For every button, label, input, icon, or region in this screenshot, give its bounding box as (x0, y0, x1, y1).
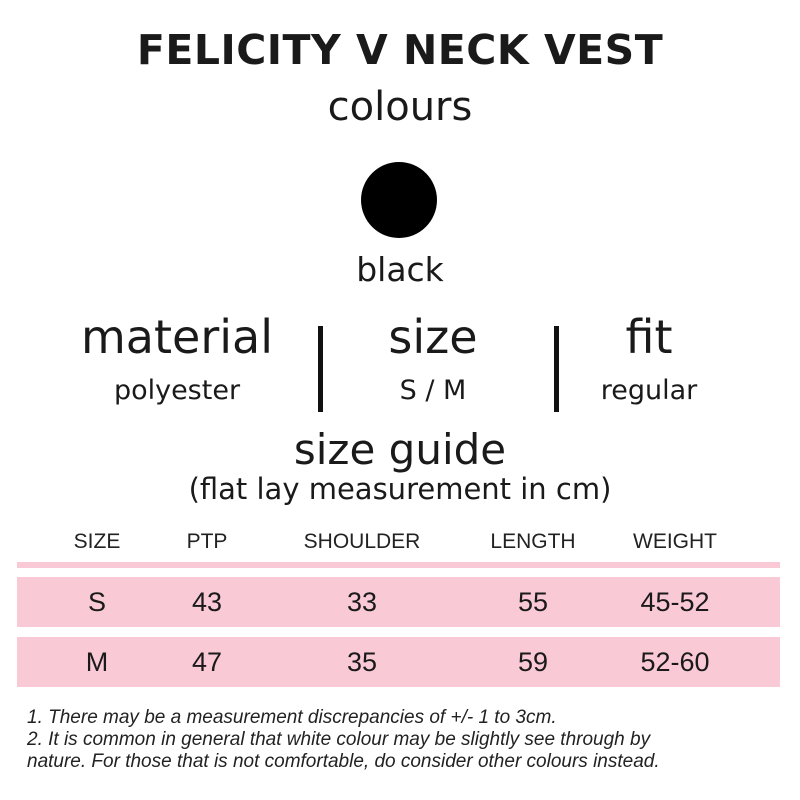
spec-heading: size (388, 310, 478, 364)
header-length: LENGTH (490, 530, 576, 553)
table-row: M 47 35 59 52-60 (17, 637, 780, 687)
divider (318, 326, 323, 412)
spec-fit: fit regular (529, 305, 769, 406)
header-weight: WEIGHT (633, 530, 717, 553)
colours-heading: colours (327, 84, 473, 130)
spec-value: polyester (113, 375, 241, 406)
spec-value: regular (600, 375, 698, 406)
cell-size: S (87, 587, 107, 617)
cell-shoulder: 33 (346, 587, 378, 617)
size-guide-subtitle: (flat lay measurement in cm) (188, 472, 612, 506)
spec-material: material polyester (57, 305, 297, 406)
divider (554, 326, 559, 412)
notes: 1. There may be a measurement discrepanc… (27, 707, 660, 773)
header-shoulder: SHOULDER (303, 530, 421, 553)
cell-weight: 45-52 (640, 587, 710, 617)
colour-name: black (356, 250, 444, 289)
cell-length: 55 (517, 587, 549, 617)
cell-weight: 52-60 (640, 647, 710, 677)
header-size: SIZE (73, 530, 121, 553)
spec-size: size S / M (313, 305, 553, 406)
note-line: 1. There may be a measurement discrepanc… (27, 707, 557, 728)
table-row: S 43 33 55 45-52 (17, 577, 780, 627)
size-guide-title: size guide (293, 425, 507, 474)
product-title: FELICITY V NECK VEST (136, 26, 664, 74)
header-underline (17, 562, 780, 568)
spec-heading: material (81, 310, 273, 364)
cell-length: 59 (517, 647, 549, 677)
spec-value: S / M (399, 375, 467, 406)
spec-heading: fit (625, 310, 673, 364)
cell-shoulder: 35 (346, 647, 378, 677)
cell-ptp: 43 (191, 587, 223, 617)
header-ptp: PTP (186, 530, 228, 553)
note-line: 2. It is common in general that white co… (27, 729, 651, 750)
cell-ptp: 47 (191, 647, 223, 677)
note-line: nature. For those that is not comfortabl… (27, 751, 660, 772)
colour-swatch-black (361, 162, 437, 238)
cell-size: M (85, 647, 109, 677)
